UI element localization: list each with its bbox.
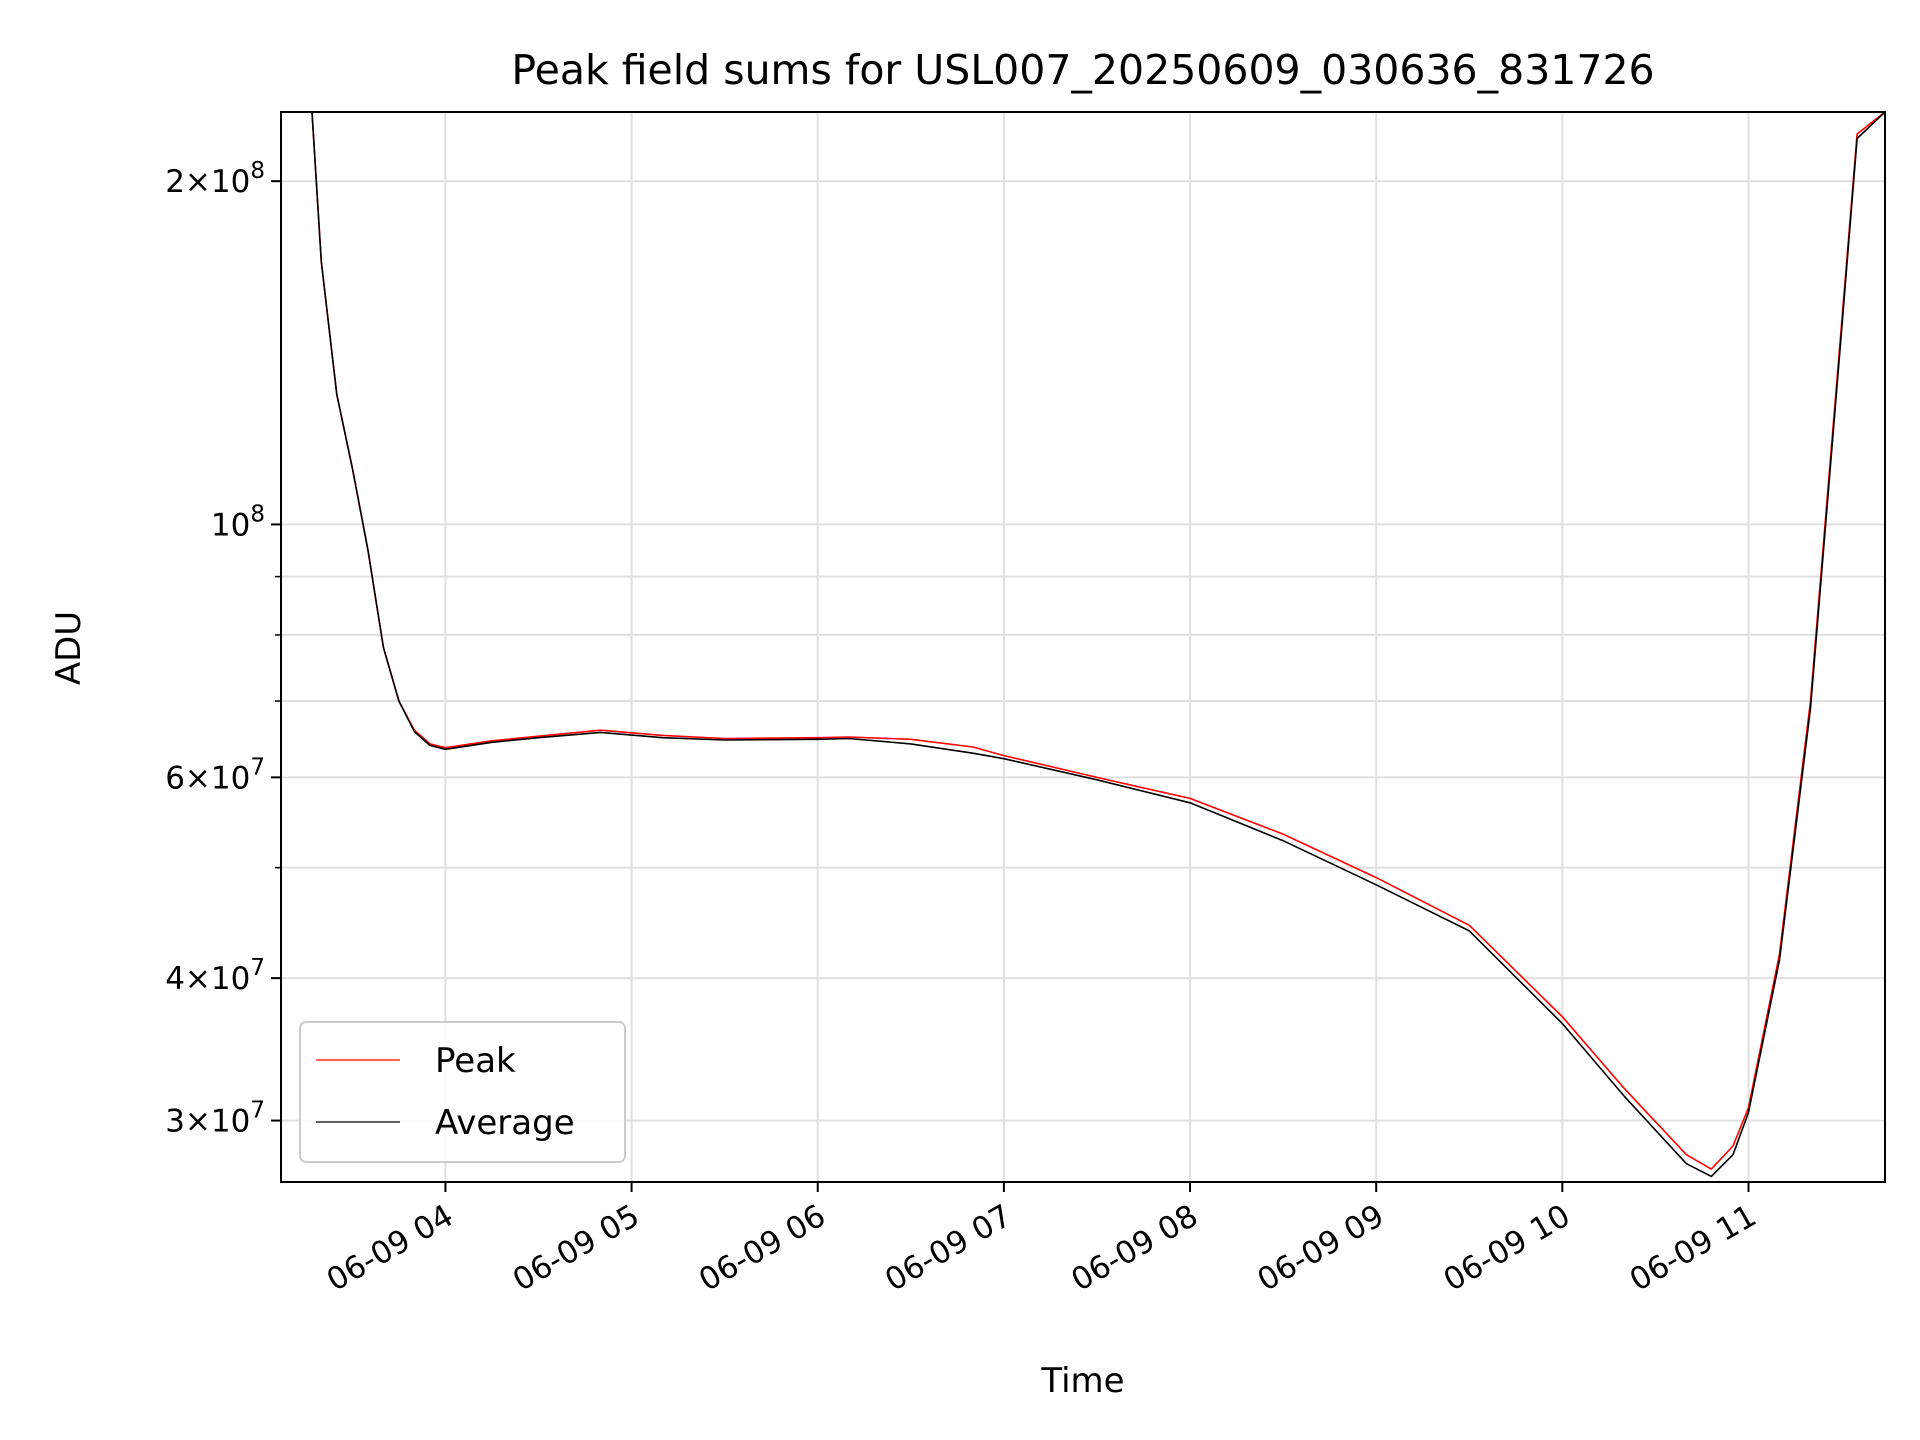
legend-box xyxy=(299,1021,626,1163)
legend: Peak Average xyxy=(299,1021,626,1163)
y-tick-label: 2×108 xyxy=(165,158,265,200)
series-layer xyxy=(281,112,1885,1178)
chart-title: Peak field sums for USL007_20250609_0306… xyxy=(511,46,1654,94)
plot-frame xyxy=(280,111,1886,1183)
series-average-line xyxy=(281,112,1885,1178)
y-tick-label: 3×107 xyxy=(165,1098,265,1140)
legend-peak-label: Peak xyxy=(435,1041,516,1081)
legend-average-label: Average xyxy=(435,1103,575,1143)
x-axis-label: Time xyxy=(1040,1361,1124,1401)
y-tick-label: 108 xyxy=(211,501,265,543)
y-tick-label: 4×107 xyxy=(165,955,265,997)
y-axis-label: ADU xyxy=(49,611,89,685)
y-tick-label: 6×107 xyxy=(165,754,265,796)
